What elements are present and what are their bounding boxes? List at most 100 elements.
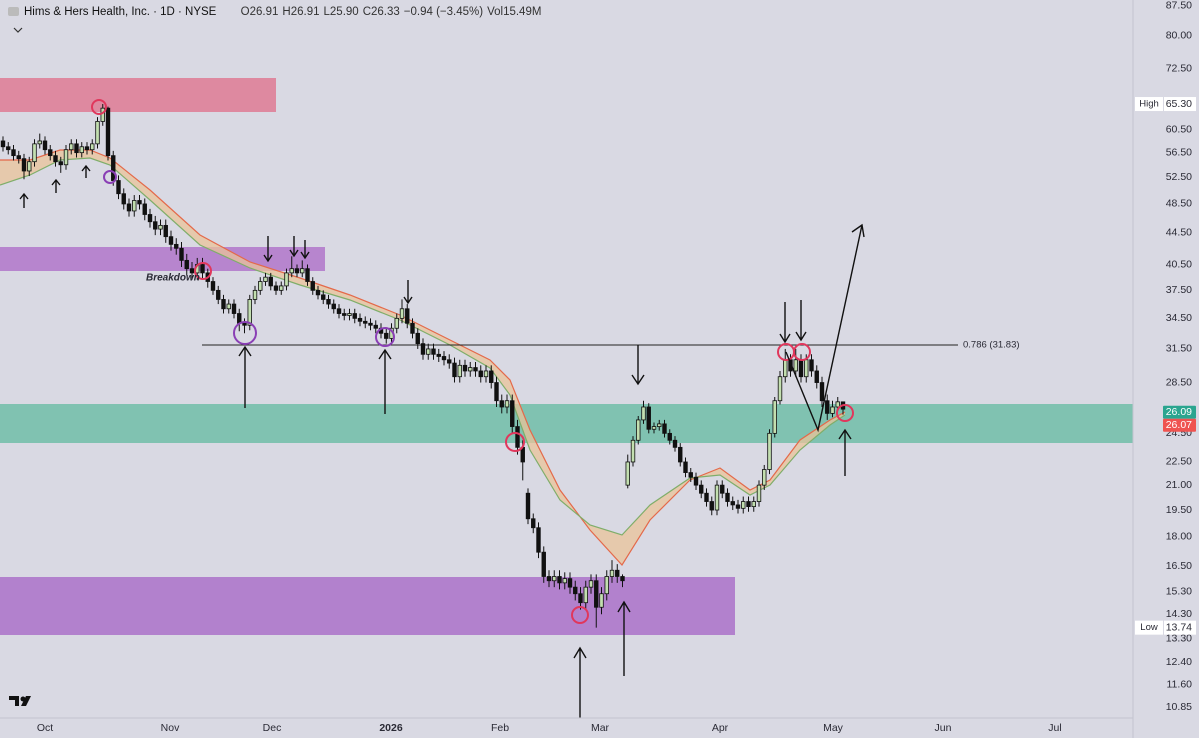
circle: [91, 99, 107, 115]
candle-body: [756, 484, 762, 502]
candle-body: [63, 149, 69, 166]
candle-body: [830, 406, 835, 414]
candle-body: [32, 143, 37, 163]
candle-body: [762, 469, 767, 486]
candle-body: [84, 146, 90, 151]
candle-body: [357, 317, 363, 322]
candle-body: [415, 332, 420, 345]
y-tick-label: 14.30: [1166, 608, 1192, 620]
ohlc-value: 26.91: [291, 6, 320, 18]
candle-body: [258, 281, 263, 291]
candle-body: [200, 264, 205, 274]
zone: [0, 247, 325, 271]
candle-body: [431, 348, 436, 355]
circle: [103, 170, 117, 184]
marker-label: 13.74: [1166, 621, 1192, 633]
candle-body: [27, 161, 32, 172]
candle-body: [342, 313, 347, 316]
candle-body: [158, 224, 163, 230]
candle-body: [126, 203, 132, 212]
candle-body: [510, 400, 515, 427]
candle-body: [21, 158, 27, 172]
candle-body: [184, 259, 189, 270]
candle-body: [452, 362, 457, 378]
ma-line: [0, 157, 846, 536]
y-tick-label: 21.00: [1166, 479, 1192, 491]
candle-body: [279, 285, 284, 291]
candle-body: [531, 518, 536, 529]
candle-body: [783, 359, 788, 378]
arrow-up: [19, 192, 29, 208]
candle-body: [567, 578, 573, 588]
marker-label: 65.30: [1166, 98, 1192, 110]
candle-body: [373, 324, 378, 329]
candle-body: [693, 476, 699, 486]
arrow-down: [403, 280, 413, 305]
marker-tag: [1164, 620, 1196, 635]
candle-body: [231, 303, 237, 314]
candle-body: [709, 501, 714, 511]
candle-body: [814, 370, 819, 383]
x-tick-label: Mar: [591, 722, 610, 734]
candle-body: [221, 299, 226, 310]
candle-body: [457, 364, 462, 378]
candle-body: [394, 317, 399, 329]
candle-body: [111, 155, 116, 181]
zone: [0, 78, 276, 112]
price-tag-label: 26.09: [1166, 406, 1192, 418]
y-tick-label: 18.00: [1166, 531, 1192, 543]
volume: 15.49M: [503, 6, 541, 18]
ohlc-value: 25.90: [330, 6, 359, 18]
candle-body: [116, 180, 121, 195]
volume-key: Vol: [487, 6, 503, 18]
candle-body: [825, 400, 830, 414]
candle-body: [74, 143, 79, 154]
candle-body: [326, 299, 331, 305]
candle-body: [641, 406, 646, 421]
candle-body: [42, 140, 48, 151]
price-tag: [1163, 418, 1196, 432]
candle-body: [294, 268, 300, 274]
x-tick-label: May: [823, 722, 844, 734]
candle-body: [289, 268, 294, 274]
candle-body: [704, 492, 709, 502]
y-tick-label: 52.50: [1166, 171, 1192, 183]
candle-body: [247, 299, 252, 326]
candle-body: [552, 576, 557, 582]
candles: [0, 104, 846, 628]
y-tick-label: 10.85: [1166, 701, 1192, 713]
candle-body: [730, 501, 735, 506]
candle-body: [105, 107, 111, 157]
x-tick-label: Jul: [1048, 722, 1061, 734]
candle-body: [672, 439, 678, 448]
change: −0.94 (−3.45%): [404, 6, 483, 18]
candle-body: [777, 376, 783, 402]
circle: [194, 262, 212, 280]
y-tick-label: 40.50: [1166, 258, 1192, 270]
projection-arrow: [785, 223, 865, 433]
annotations: [19, 99, 865, 718]
candle-body: [504, 400, 510, 408]
arrow-up: [838, 428, 852, 476]
drawings: [0, 78, 1133, 635]
marker-name: High: [1139, 99, 1159, 110]
x-tick-label: Feb: [491, 722, 509, 734]
candle-body: [79, 146, 84, 154]
candle-body: [835, 401, 840, 408]
candle-body: [163, 224, 168, 238]
arrow-up: [378, 348, 392, 414]
candle-body: [305, 268, 310, 282]
candle-body: [809, 359, 814, 372]
candle-body: [16, 155, 21, 160]
x-tick-label: Nov: [161, 722, 180, 734]
circle: [793, 343, 811, 361]
candle-body: [741, 501, 746, 509]
candle-body: [273, 285, 279, 291]
ohlc-key: H: [282, 6, 290, 18]
candle-body: [142, 203, 147, 215]
circle: [836, 404, 854, 422]
y-axis: 87.50 80.00 72.50 60.50 56.50 52.50 48.50 44.50…: [1135, 0, 1196, 713]
candle-body: [473, 367, 478, 372]
